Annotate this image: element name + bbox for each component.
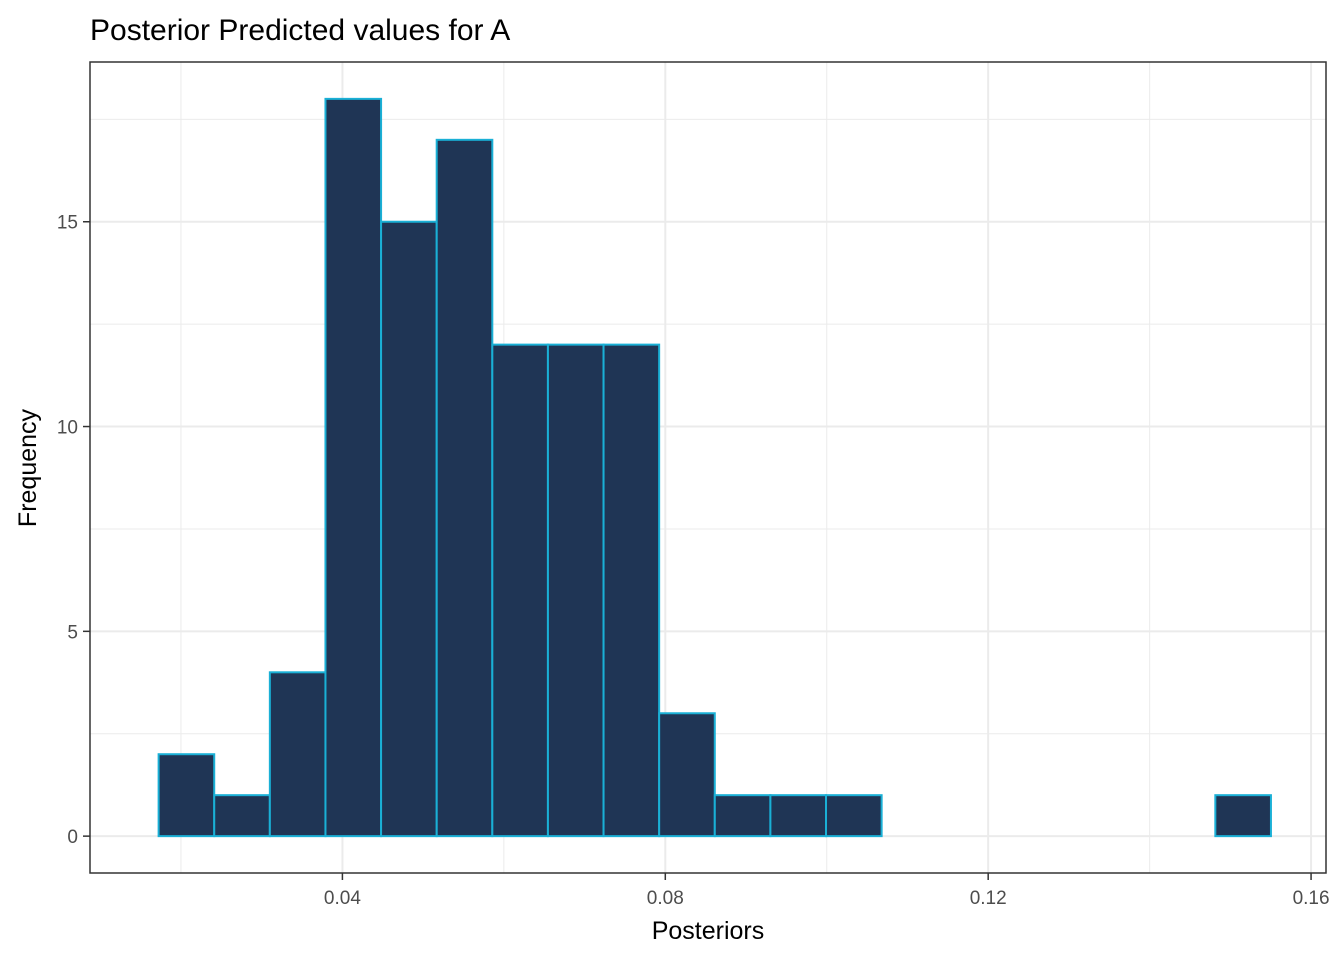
- histogram-bar: [546, 343, 605, 838]
- y-axis-title: Frequency: [14, 408, 42, 527]
- y-tick-label: 10: [57, 418, 78, 439]
- histogram-bar: [324, 97, 383, 838]
- histogram-bar: [157, 753, 216, 838]
- histogram-bar: [1214, 794, 1272, 838]
- x-tick-label: 0.04: [324, 888, 361, 909]
- y-axis: 0 5 10 15: [57, 213, 90, 848]
- histogram-bar: [435, 138, 494, 838]
- plot-panel: [89, 61, 1327, 874]
- panel-border: [89, 61, 1327, 874]
- histogram-bars: [157, 97, 1272, 838]
- y-tick-label: 0: [67, 827, 78, 848]
- x-tick-label: 0.12: [970, 888, 1007, 909]
- x-tick-label: 0.08: [647, 888, 684, 909]
- x-axis: 0.04 0.08 0.12 0.16: [324, 873, 1330, 909]
- histogram-bar: [769, 794, 828, 838]
- histogram-bar: [713, 794, 772, 838]
- histogram-bar: [268, 671, 327, 838]
- histogram-bar: [491, 343, 549, 838]
- histogram-bar: [380, 220, 438, 838]
- histogram-bar: [213, 794, 271, 838]
- x-tick-label: 0.16: [1293, 888, 1330, 909]
- chart-title: Posterior Predicted values for A: [90, 14, 510, 47]
- histogram-bar: [602, 343, 661, 838]
- x-axis-title: Posteriors: [652, 917, 765, 945]
- y-tick-label: 15: [57, 213, 78, 234]
- histogram-bar: [658, 712, 716, 838]
- histogram-bar: [825, 794, 883, 838]
- y-tick-label: 5: [67, 622, 78, 643]
